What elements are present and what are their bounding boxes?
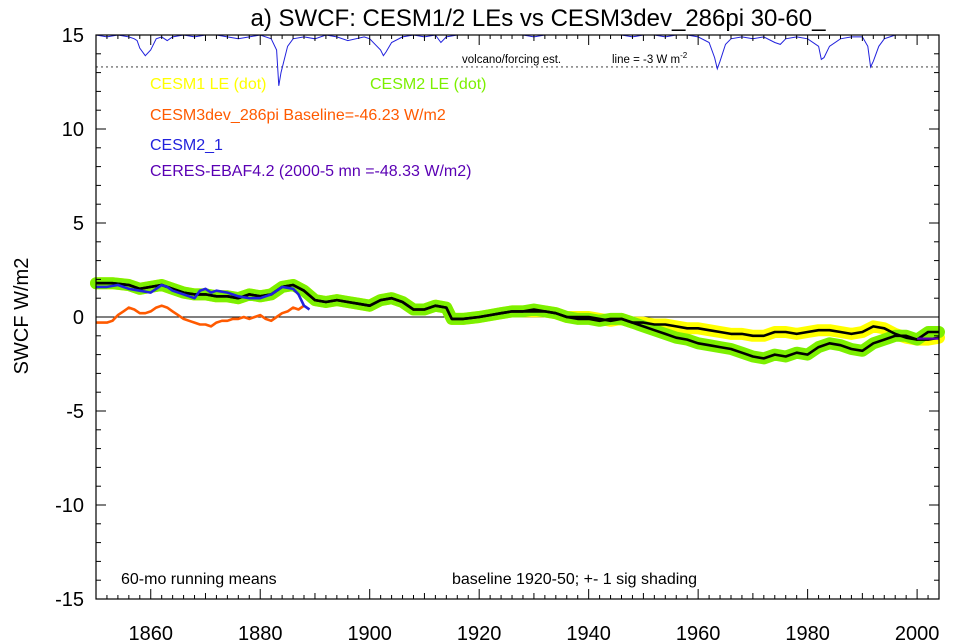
x-tick-label: 1860 xyxy=(128,623,173,641)
chart-title: a) SWCF: CESM1/2 LEs vs CESM3dev_286pi 3… xyxy=(251,5,827,32)
legend-cesm1-le: CESM1 LE (dot) xyxy=(150,76,266,93)
volcano-forcing-label: volcano/forcing est. xyxy=(462,54,561,66)
y-axis-label: SWCF W/m2 xyxy=(11,258,33,375)
cesm2-le-mean-line xyxy=(96,281,939,360)
y-tick-label: 10 xyxy=(62,119,84,141)
x-tick-label: 1900 xyxy=(347,623,392,641)
y-tick-label: 15 xyxy=(62,25,84,47)
volcano-line-note: line = -3 W m-2 xyxy=(612,51,688,66)
annotation-layer: volcano/forcing est. line = -3 W m-2 CES… xyxy=(121,51,697,588)
y-tick-label: -10 xyxy=(55,495,84,517)
x-tick-label: 2000 xyxy=(895,623,940,641)
legend-cesm2-le: CESM2 LE (dot) xyxy=(370,76,486,93)
x-tick-label: 1920 xyxy=(457,623,502,641)
y-tick-label: -15 xyxy=(55,589,84,611)
y-tick-label: 0 xyxy=(73,307,84,329)
x-tick-label: 1940 xyxy=(566,623,611,641)
cesm3dev-line xyxy=(96,304,305,328)
y-tick-label: -5 xyxy=(66,401,84,423)
x-tick-label: 1980 xyxy=(785,623,830,641)
volcano-line-note-text: line = -3 W m xyxy=(612,54,680,66)
baseline-note: baseline 1920-50; +- 1 sig shading xyxy=(452,571,697,588)
running-means-note: 60-mo running means xyxy=(121,571,277,588)
cesm2-1-line xyxy=(96,283,311,311)
y-tick-label: 5 xyxy=(73,213,84,235)
x-tick-label: 1960 xyxy=(676,623,721,641)
x-tick-label: 1880 xyxy=(238,623,283,641)
volcano-line-note-sup: -2 xyxy=(680,51,688,60)
axes-layer: 1860 1880 1900 1920 1940 1960 1980 2000 -15 -10 -5… xyxy=(55,25,940,641)
legend-cesm3dev: CESM3dev_286pi Baseline=-46.23 W/m2 xyxy=(150,107,446,124)
series-layer xyxy=(90,34,945,365)
legend-ceres: CERES-EBAF4.2 (2000-5 mn =-48.33 W/m2) xyxy=(150,163,471,180)
legend-cesm2-1: CESM2_1 xyxy=(150,137,223,154)
